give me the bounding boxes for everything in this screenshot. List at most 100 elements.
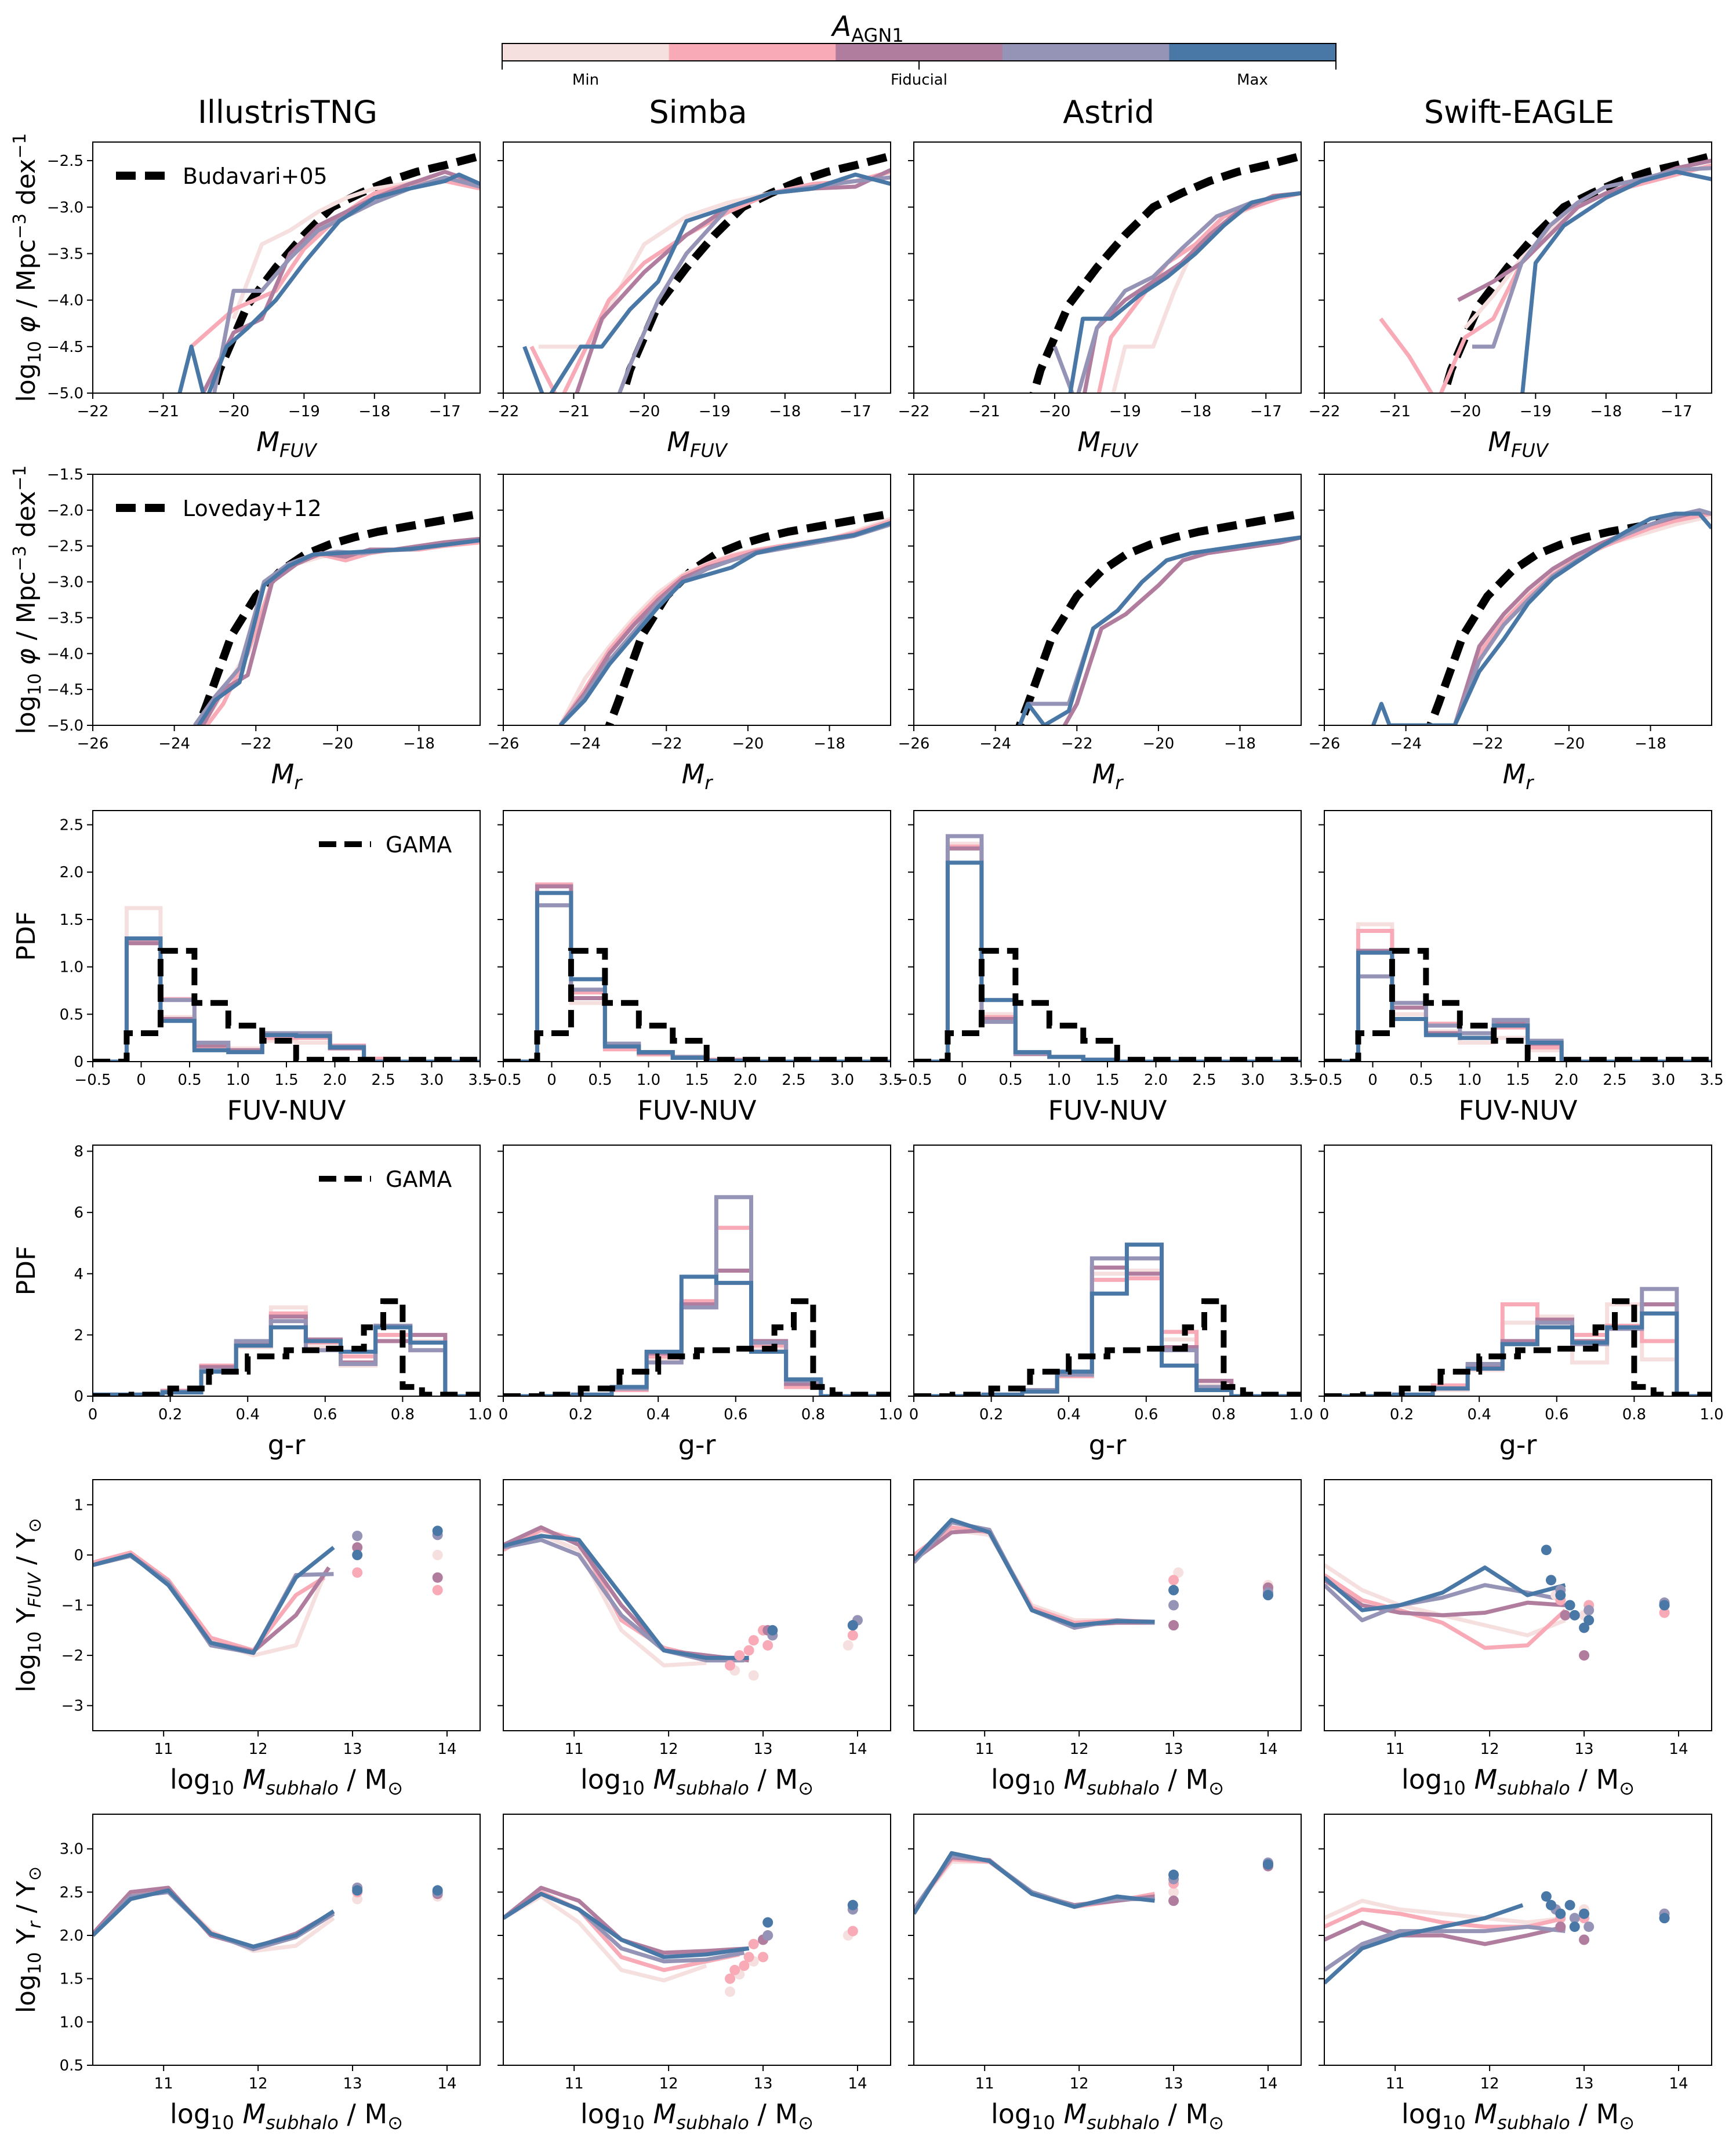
y-axis-label: log10 φ / Mpc−3 dex−1 <box>10 466 45 735</box>
scatter-point <box>1168 1575 1179 1586</box>
series-line <box>1324 1903 1524 1985</box>
y-tick-label: −3.5 <box>47 245 83 263</box>
x-tick-label: −0.5 <box>74 1071 111 1089</box>
x-tick-label: 1.5 <box>274 1071 298 1089</box>
x-axis-label: MFUV <box>667 426 728 462</box>
observation-line <box>1029 152 1301 393</box>
axes-frame <box>913 1145 1302 1397</box>
x-axis-label: FUV-NUV <box>227 1095 346 1126</box>
y-axis-label: log10 YFUV / Y⊙ <box>12 1518 45 1692</box>
y-tick-label: 0 <box>74 1054 83 1071</box>
colorbar-label-min: Min <box>572 71 599 89</box>
x-tick-label: 2.0 <box>733 1071 757 1089</box>
scatter-point <box>1579 1934 1590 1945</box>
y-tick-label: −3.5 <box>47 609 83 627</box>
y-tick-label: 1.5 <box>60 1971 83 1988</box>
x-tick-label: −24 <box>158 735 190 753</box>
y-tick-label: 0.5 <box>60 2057 83 2075</box>
x-axis-label: g-r <box>1089 1429 1127 1461</box>
x-tick-label: 11 <box>1386 1741 1405 1758</box>
histogram-series <box>914 844 1301 1062</box>
histogram-series <box>914 834 1301 1062</box>
x-tick-label: −26 <box>898 735 930 753</box>
x-tick-label: 2.5 <box>1603 1071 1626 1089</box>
scatter-point <box>1659 1913 1670 1924</box>
x-axis-label: g-r <box>678 1429 716 1461</box>
x-tick-label: 0 <box>547 1071 557 1089</box>
legend-label: Budavari+05 <box>183 164 328 189</box>
scatter-point <box>432 1885 443 1896</box>
x-tick-label: 0.4 <box>1057 1406 1081 1423</box>
x-axis-label: FUV-NUV <box>637 1095 757 1126</box>
scatter-point <box>1579 1622 1590 1633</box>
x-axis-label: g-r <box>268 1429 306 1461</box>
x-tick-label: 0.6 <box>1545 1406 1568 1423</box>
scatter-point <box>743 1645 754 1656</box>
panel-gr-0: 0 0.2 0.4 0.6 0.8 1.0 0 2 4 6 8 g-r PDF GAMA <box>12 1143 492 1461</box>
x-tick-label: 0.5 <box>177 1071 201 1089</box>
observation-line <box>1426 510 1712 725</box>
x-tick-label: −19 <box>288 403 320 420</box>
histogram-series <box>914 841 1301 1062</box>
x-tick-label: 11 <box>565 2075 584 2093</box>
x-tick-label: −17 <box>1250 403 1282 420</box>
y-tick-label: 0 <box>74 1388 83 1405</box>
x-tick-label: −19 <box>1520 403 1552 420</box>
y-axis-label: PDF <box>12 1246 41 1296</box>
series-line <box>1457 158 1712 302</box>
series-line <box>503 1538 744 1663</box>
x-tick-label: −21 <box>558 403 590 420</box>
y-tick-label: 1 <box>74 1496 83 1514</box>
x-tick-label: −19 <box>1109 403 1141 420</box>
panel-fuvnuv-3: −0.5 0 0.5 1.0 1.5 2.0 2.5 3.0 3.5 FUV-NUV <box>1306 810 1724 1126</box>
y-tick-label: −2.0 <box>47 502 83 520</box>
x-tick-label: −22 <box>77 403 109 420</box>
series-line <box>93 1888 335 1949</box>
scatter-point <box>432 1572 443 1583</box>
series-line <box>1018 535 1301 725</box>
scatter-point <box>743 1952 754 1963</box>
x-axis-label: MFUV <box>1077 426 1139 462</box>
series-line <box>1096 191 1301 393</box>
scatter-point <box>1168 1869 1179 1880</box>
series-line <box>1452 515 1712 725</box>
x-tick-label: −18 <box>1635 735 1666 753</box>
scatter-point <box>725 1660 736 1671</box>
x-tick-label: 2.0 <box>323 1071 347 1089</box>
x-tick-label: −20 <box>732 735 764 753</box>
colorbar-label-max: Max <box>1237 71 1268 89</box>
panel-fuvnuv-2: −0.5 0 0.5 1.0 1.5 2.0 2.5 3.0 3.5 FUV-NUV <box>895 810 1313 1126</box>
x-tick-label: −26 <box>77 735 109 753</box>
histogram-series <box>914 1276 1301 1396</box>
x-tick-label: 0.5 <box>998 1071 1022 1089</box>
series-line <box>1371 511 1712 725</box>
series-line <box>538 175 891 349</box>
y-tick-label: −5.0 <box>47 717 83 735</box>
scatter-point <box>432 1549 443 1560</box>
scatter-point <box>739 1960 750 1971</box>
panel-yfuv-3: 11 12 13 14 log10 Msubhalo / M⊙ <box>1319 1479 1712 1799</box>
x-tick-label: 12 <box>249 2075 268 2093</box>
series-line <box>1052 191 1301 393</box>
x-tick-label: 3.0 <box>1241 1071 1265 1089</box>
column-title-simba: Simba <box>649 94 747 130</box>
x-tick-label: −20 <box>1038 403 1070 420</box>
panel-uvlf-0: −22 −21 −20 −19 −18 −17 −5.0 −4.5 −4.0 −3.5 −3.0 −2… <box>10 133 481 462</box>
x-tick-label: 3.5 <box>1289 1071 1313 1089</box>
scatter-point <box>1541 1891 1552 1902</box>
series-line <box>1324 1924 1566 1972</box>
axes-frame <box>913 1814 1302 2066</box>
histogram-series <box>93 941 480 1062</box>
y-tick-label: 3.0 <box>60 1841 83 1858</box>
x-tick-label: −22 <box>240 735 272 753</box>
x-tick-label: 3.0 <box>1651 1071 1675 1089</box>
axes-frame <box>1324 141 1712 394</box>
x-tick-label: 0.2 <box>158 1406 182 1423</box>
scatter-point <box>1569 1921 1580 1932</box>
scatter-point <box>1564 1600 1575 1611</box>
x-tick-label: 3.0 <box>830 1071 854 1089</box>
series-line <box>197 538 480 725</box>
y-tick-label: −3 <box>61 1698 83 1715</box>
panel-gr-2: 0 0.2 0.4 0.6 0.8 1.0 g-r <box>908 1145 1313 1461</box>
x-tick-label: 11 <box>154 1741 173 1758</box>
